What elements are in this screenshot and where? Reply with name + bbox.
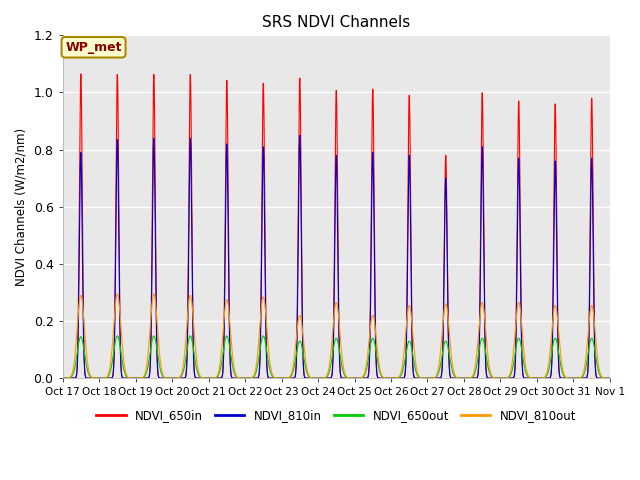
NDVI_810out: [266, 363, 274, 369]
Title: SRS NDVI Channels: SRS NDVI Channels: [262, 15, 410, 30]
Y-axis label: NDVI Channels (W/m2/nm): NDVI Channels (W/m2/nm): [15, 128, 28, 286]
Text: WP_met: WP_met: [65, 41, 122, 54]
NDVI_650in: [395, 375, 403, 381]
NDVI_810in: [549, 298, 557, 304]
Line: NDVI_650in: NDVI_650in: [63, 74, 610, 378]
NDVI_810out: [445, 323, 452, 329]
NDVI_650out: [395, 374, 403, 380]
NDVI_650in: [431, 375, 438, 381]
NDVI_810out: [230, 364, 238, 370]
NDVI_650out: [445, 349, 452, 355]
NDVI_810in: [296, 132, 303, 138]
NDVI_650out: [431, 375, 438, 381]
NDVI_810in: [266, 375, 274, 381]
NDVI_650in: [606, 375, 614, 381]
NDVI_810out: [59, 375, 67, 381]
NDVI_650out: [606, 375, 614, 381]
Line: NDVI_650out: NDVI_650out: [63, 336, 610, 378]
NDVI_650in: [77, 71, 84, 77]
NDVI_810out: [606, 375, 614, 381]
NDVI_650in: [266, 375, 274, 381]
NDVI_810out: [431, 374, 438, 380]
NDVI_650out: [266, 369, 274, 374]
NDVI_810in: [230, 375, 238, 381]
NDVI_810in: [606, 375, 614, 381]
NDVI_650out: [230, 369, 238, 375]
NDVI_650out: [113, 333, 121, 339]
NDVI_810in: [445, 353, 452, 359]
NDVI_650in: [445, 351, 452, 357]
Legend: NDVI_650in, NDVI_810in, NDVI_650out, NDVI_810out: NDVI_650in, NDVI_810in, NDVI_650out, NDV…: [92, 405, 581, 427]
NDVI_650out: [59, 375, 67, 381]
NDVI_810in: [431, 375, 438, 381]
NDVI_650in: [549, 278, 557, 284]
NDVI_650out: [549, 341, 557, 347]
NDVI_810in: [395, 375, 403, 381]
NDVI_650in: [230, 375, 238, 381]
NDVI_810in: [59, 375, 67, 381]
NDVI_810out: [395, 374, 403, 380]
NDVI_810out: [549, 313, 557, 319]
Line: NDVI_810out: NDVI_810out: [63, 294, 610, 378]
NDVI_650in: [59, 375, 67, 381]
Line: NDVI_810in: NDVI_810in: [63, 135, 610, 378]
NDVI_810out: [113, 291, 121, 297]
